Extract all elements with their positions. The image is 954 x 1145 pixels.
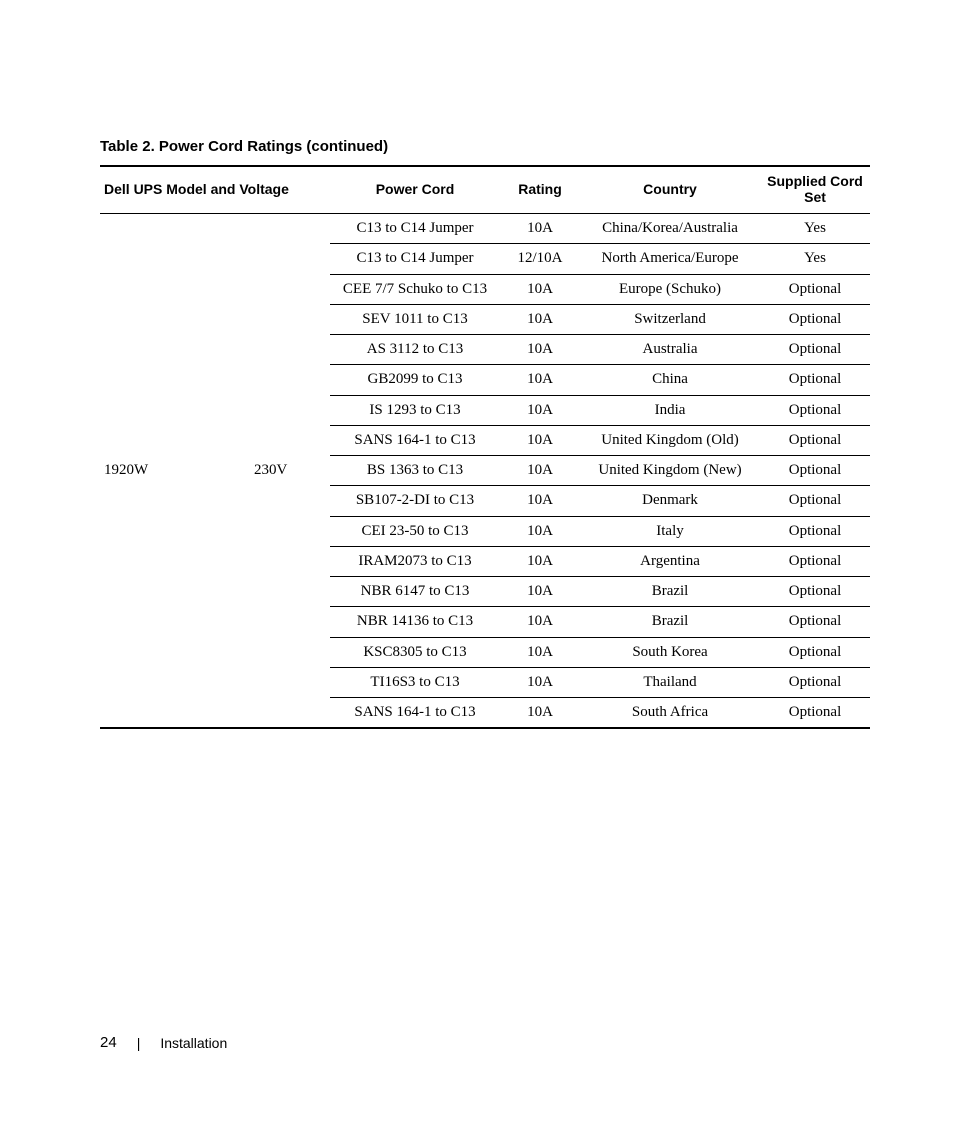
col-header-cord: Power Cord xyxy=(330,166,500,214)
cell-model: 1920W xyxy=(100,214,250,729)
table-row: 1920W 230V C13 to C14 Jumper 10A China/K… xyxy=(100,214,870,244)
cell-cord: C13 to C14 Jumper xyxy=(330,214,500,244)
page-number: 24 xyxy=(100,1034,117,1051)
cell-rating: 10A xyxy=(500,577,580,607)
cell-cord: C13 to C14 Jumper xyxy=(330,244,500,274)
col-header-rating: Rating xyxy=(500,166,580,214)
footer-separator: | xyxy=(137,1035,141,1051)
cell-rating: 10A xyxy=(500,274,580,304)
col-header-model: Dell UPS Model and Voltage xyxy=(100,166,330,214)
cell-country: Brazil xyxy=(580,607,760,637)
cell-rating: 10A xyxy=(500,335,580,365)
cell-rating: 10A xyxy=(500,516,580,546)
cell-country: Switzerland xyxy=(580,304,760,334)
cell-supplied: Yes xyxy=(760,214,870,244)
cell-rating: 10A xyxy=(500,456,580,486)
table-caption: Table 2. Power Cord Ratings (continued) xyxy=(100,138,858,155)
cell-supplied: Optional xyxy=(760,516,870,546)
cell-cord: AS 3112 to C13 xyxy=(330,335,500,365)
col-header-supplied: Supplied Cord Set xyxy=(760,166,870,214)
cell-supplied: Optional xyxy=(760,274,870,304)
cell-cord: SANS 164-1 to C13 xyxy=(330,698,500,729)
cell-cord: SB107-2-DI to C13 xyxy=(330,486,500,516)
cell-supplied: Optional xyxy=(760,607,870,637)
cell-cord: GB2099 to C13 xyxy=(330,365,500,395)
cell-cord: IS 1293 to C13 xyxy=(330,395,500,425)
cell-supplied: Optional xyxy=(760,365,870,395)
cell-country: Denmark xyxy=(580,486,760,516)
cell-country: Argentina xyxy=(580,546,760,576)
cell-rating: 10A xyxy=(500,395,580,425)
cell-country: South Africa xyxy=(580,698,760,729)
cell-country: Italy xyxy=(580,516,760,546)
cell-country: Brazil xyxy=(580,577,760,607)
cell-rating: 10A xyxy=(500,304,580,334)
cell-supplied: Yes xyxy=(760,244,870,274)
col-header-country: Country xyxy=(580,166,760,214)
cell-cord: IRAM2073 to C13 xyxy=(330,546,500,576)
cell-supplied: Optional xyxy=(760,425,870,455)
cell-country: United Kingdom (New) xyxy=(580,456,760,486)
cell-country: China xyxy=(580,365,760,395)
cell-rating: 10A xyxy=(500,546,580,576)
cell-cord: CEI 23-50 to C13 xyxy=(330,516,500,546)
cell-rating: 10A xyxy=(500,365,580,395)
cell-supplied: Optional xyxy=(760,335,870,365)
cell-cord: SEV 1011 to C13 xyxy=(330,304,500,334)
cell-supplied: Optional xyxy=(760,637,870,667)
cell-cord: CEE 7/7 Schuko to C13 xyxy=(330,274,500,304)
cell-supplied: Optional xyxy=(760,698,870,729)
power-cord-table: Dell UPS Model and Voltage Power Cord Ra… xyxy=(100,165,870,729)
page-footer: 24 | Installation xyxy=(100,1034,227,1051)
cell-supplied: Optional xyxy=(760,546,870,576)
cell-supplied: Optional xyxy=(760,395,870,425)
cell-cord: NBR 14136 to C13 xyxy=(330,607,500,637)
cell-country: Australia xyxy=(580,335,760,365)
section-name: Installation xyxy=(160,1035,227,1051)
cell-supplied: Optional xyxy=(760,456,870,486)
table-body: 1920W 230V C13 to C14 Jumper 10A China/K… xyxy=(100,214,870,729)
cell-rating: 10A xyxy=(500,425,580,455)
cell-rating: 10A xyxy=(500,667,580,697)
cell-rating: 10A xyxy=(500,486,580,516)
cell-rating: 12/10A xyxy=(500,244,580,274)
cell-rating: 10A xyxy=(500,607,580,637)
cell-rating: 10A xyxy=(500,214,580,244)
cell-country: South Korea xyxy=(580,637,760,667)
cell-supplied: Optional xyxy=(760,304,870,334)
cell-rating: 10A xyxy=(500,698,580,729)
cell-supplied: Optional xyxy=(760,486,870,516)
cell-cord: NBR 6147 to C13 xyxy=(330,577,500,607)
cell-country: China/Korea/Australia xyxy=(580,214,760,244)
cell-cord: TI16S3 to C13 xyxy=(330,667,500,697)
cell-cord: BS 1363 to C13 xyxy=(330,456,500,486)
cell-supplied: Optional xyxy=(760,577,870,607)
table-header: Dell UPS Model and Voltage Power Cord Ra… xyxy=(100,166,870,214)
cell-country: Europe (Schuko) xyxy=(580,274,760,304)
cell-country: North America/Europe xyxy=(580,244,760,274)
cell-cord: KSC8305 to C13 xyxy=(330,637,500,667)
cell-rating: 10A xyxy=(500,637,580,667)
cell-voltage: 230V xyxy=(250,214,330,729)
cell-country: United Kingdom (Old) xyxy=(580,425,760,455)
cell-supplied: Optional xyxy=(760,667,870,697)
cell-cord: SANS 164-1 to C13 xyxy=(330,425,500,455)
cell-country: India xyxy=(580,395,760,425)
cell-country: Thailand xyxy=(580,667,760,697)
document-page: Table 2. Power Cord Ratings (continued) … xyxy=(0,0,954,1145)
